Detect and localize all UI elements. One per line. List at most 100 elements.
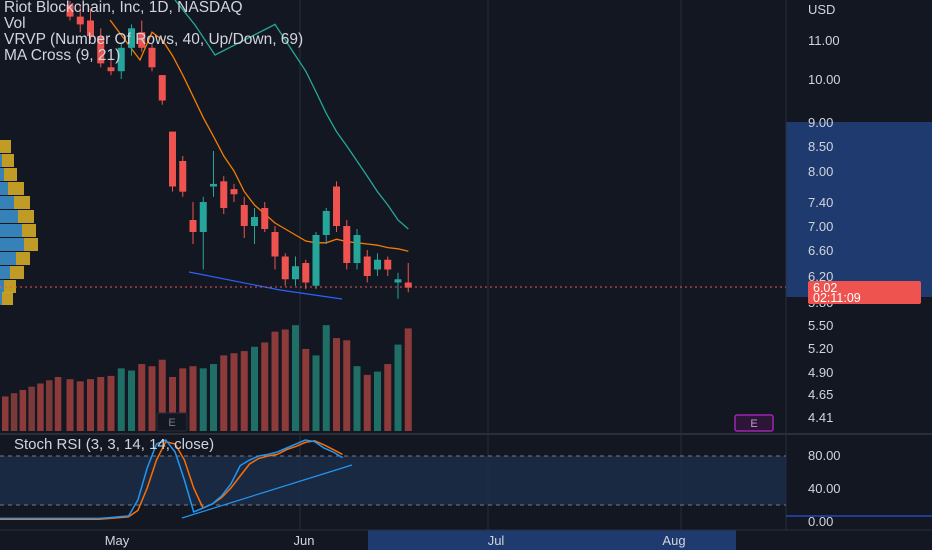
candle-body [343, 226, 351, 263]
candle-body [363, 256, 371, 276]
candle-body [230, 189, 238, 195]
price-pane[interactable] [0, 0, 786, 434]
candle-body [199, 202, 207, 232]
volume-profile-row-up [0, 252, 16, 265]
candle-body [66, 4, 74, 17]
volume-bar [169, 377, 176, 431]
price-tick-label: 4.65 [808, 387, 833, 402]
volume-bar [210, 364, 217, 431]
candle-body [179, 161, 187, 192]
candle-body [158, 75, 166, 101]
time-label-aug: Aug [662, 533, 685, 548]
candle-body [87, 20, 94, 37]
volume-bar [343, 340, 351, 431]
candle-body [281, 256, 289, 280]
candle-body [394, 279, 402, 283]
earnings-badge-chart[interactable]: E [156, 412, 188, 432]
volume-profile-row-up [0, 266, 10, 279]
volume-profile-row-down [0, 140, 11, 153]
volume-bar [46, 380, 53, 431]
ma-slow-line [174, 0, 409, 230]
price-tick-label: 7.40 [808, 195, 833, 210]
volume-bar [251, 346, 258, 431]
stoch-tick-0: 0.00 [808, 514, 833, 529]
price-tick-label: 4.41 [808, 410, 833, 425]
volume-profile-row-down [0, 292, 13, 305]
stoch-k-line [0, 439, 343, 520]
volume-bar [281, 329, 289, 431]
candle-body [210, 183, 217, 187]
volume-bar [66, 379, 74, 431]
volume-bar [220, 355, 228, 431]
volume-bar [199, 368, 207, 431]
volume-bar [107, 375, 115, 431]
price-tick-label: 7.00 [808, 219, 833, 234]
svg-text:E: E [750, 418, 757, 430]
candle-body [76, 16, 84, 25]
candle-body [302, 263, 310, 283]
candle-body [333, 186, 340, 226]
volume-bar [97, 377, 105, 431]
volume-bar [28, 386, 35, 431]
volume-bar [148, 366, 156, 431]
volume-bar [54, 377, 62, 431]
candle-body [107, 67, 115, 72]
candle-body [220, 181, 228, 208]
candle-body [374, 259, 381, 270]
volume-bar [353, 366, 361, 431]
volume-profile-row-up [0, 154, 2, 167]
candle-body [169, 131, 176, 187]
last-price-tag: 6.02 02:11:09 [808, 281, 921, 305]
candle-body [240, 205, 248, 226]
candle-body [353, 235, 361, 263]
candlesticks [66, 1, 412, 299]
price-tick-label: 4.90 [808, 365, 833, 380]
stoch-trendline[interactable] [181, 464, 353, 519]
volume-bar [292, 325, 299, 431]
price-tick-label: 6.60 [808, 243, 833, 258]
volume-bar [404, 328, 412, 431]
earnings-badge-axis[interactable]: E [734, 414, 774, 432]
price-tick-label: 8.00 [808, 164, 833, 179]
candle-body [148, 47, 156, 68]
price-tick-label: 9.00 [808, 115, 833, 130]
volume-bar [117, 368, 125, 431]
volume-bar [302, 348, 310, 431]
volume-bar [374, 371, 381, 431]
volume-profile-row-up [0, 196, 14, 209]
volume-bar [240, 351, 248, 431]
volume-profile-row-up [0, 238, 24, 251]
volume-bar [37, 383, 44, 431]
price-tick-label: 6.20 [808, 269, 833, 284]
time-axis-highlight [368, 530, 736, 550]
volume-profile-row-up [0, 182, 8, 195]
time-label-jun: Jun [294, 533, 315, 548]
volume-profile-row-up [0, 210, 18, 223]
volume-bar [230, 353, 238, 431]
candle-body [138, 32, 146, 48]
svg-text:E: E [168, 417, 175, 429]
volume-bars [2, 325, 412, 431]
volume-bar [10, 393, 18, 431]
candle-body [97, 36, 105, 64]
volume-bar [271, 331, 279, 431]
volume-bar [322, 325, 330, 431]
volume-bar [189, 366, 197, 431]
volume-bar [128, 370, 135, 431]
candle-body [322, 211, 330, 235]
stoch-d-line [0, 440, 343, 520]
candle-body [271, 232, 279, 257]
candle-body [117, 47, 125, 72]
volume-bar [158, 359, 166, 431]
candle-body [251, 217, 258, 226]
volume-bar [19, 389, 27, 431]
volume-profile-row-up [0, 224, 22, 237]
volume-bar [384, 364, 392, 431]
volume-profile [0, 140, 38, 305]
volume-profile-row-down [0, 168, 17, 181]
candle-body [261, 208, 269, 229]
candle-body [189, 220, 197, 232]
stoch-rsi-label[interactable]: Stoch RSI (3, 3, 14, 14, close) [14, 436, 215, 453]
price-trendline[interactable] [188, 271, 343, 300]
